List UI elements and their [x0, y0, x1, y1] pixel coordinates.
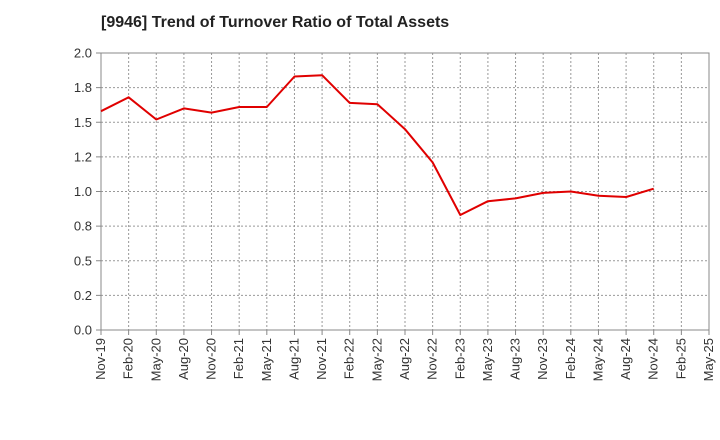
x-tick-label: Aug-20 [176, 338, 191, 380]
x-tick-label: May-20 [148, 338, 163, 381]
x-tick-label: Nov-23 [535, 338, 550, 380]
x-tick-label: May-21 [259, 338, 274, 381]
chart-title: [9946] Trend of Turnover Ratio of Total … [101, 14, 450, 31]
x-tick-label: Aug-22 [397, 338, 412, 380]
x-tick-label: Nov-20 [204, 338, 219, 380]
x-tick-label: Nov-19 [93, 338, 108, 380]
x-tick-label: Feb-24 [563, 338, 578, 379]
y-tick-label: 1.0 [74, 184, 92, 199]
x-tick-label: Nov-22 [425, 338, 440, 380]
x-tick-label: Nov-24 [646, 338, 661, 380]
y-tick-label: 0.5 [74, 253, 92, 268]
y-tick-label: 0.8 [74, 219, 92, 234]
x-tick-label: Feb-21 [231, 338, 246, 379]
series-line [100, 74, 654, 216]
y-tick-label: 2.0 [74, 46, 92, 61]
x-tick-label: Feb-22 [342, 338, 357, 379]
y-tick-label: 0.2 [74, 288, 92, 303]
x-tick-label: May-24 [590, 338, 605, 381]
y-tick-label: 1.5 [74, 115, 92, 130]
x-tick-label: May-25 [701, 338, 716, 381]
x-tick-label: Feb-23 [452, 338, 467, 379]
x-tick-label: Feb-25 [673, 338, 688, 379]
x-tick-label: May-23 [480, 338, 495, 381]
x-tick-label: Aug-23 [508, 338, 523, 380]
y-tick-label: 1.2 [74, 149, 92, 164]
x-tick-label: May-22 [369, 338, 384, 381]
x-tick-label: Aug-21 [286, 338, 301, 380]
y-tick-label: 1.8 [74, 80, 92, 95]
x-tick-label: Feb-20 [121, 338, 136, 379]
x-tick-label: Nov-21 [314, 338, 329, 380]
y-tick-label: 0.0 [74, 323, 92, 338]
x-tick-label: Aug-24 [618, 338, 633, 380]
